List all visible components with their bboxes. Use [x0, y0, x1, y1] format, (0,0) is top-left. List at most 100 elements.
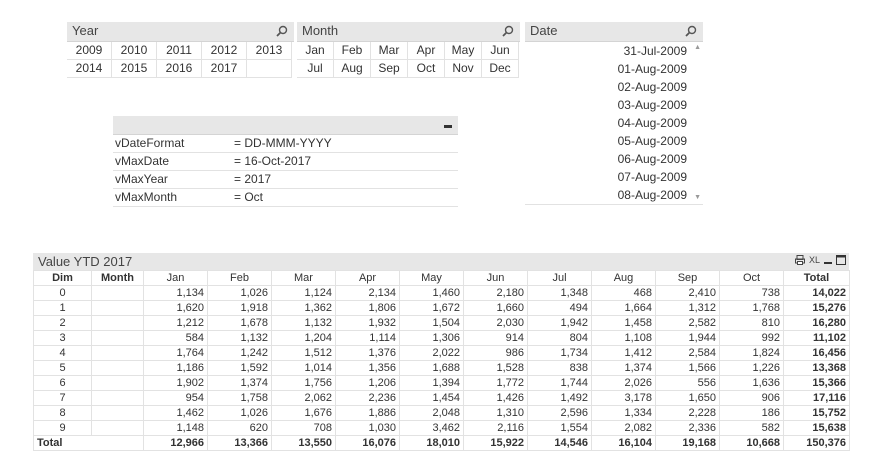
- dim-cell: 1: [33, 300, 92, 316]
- value-cell: 1,462: [143, 405, 208, 421]
- year-item[interactable]: 2014: [67, 60, 112, 78]
- year-item[interactable]: 2015: [112, 60, 157, 78]
- month-item[interactable]: Nov: [445, 60, 482, 78]
- month-item[interactable]: Jun: [482, 42, 519, 60]
- month-item[interactable]: Jan: [297, 42, 334, 60]
- month-column-header[interactable]: Jan: [143, 270, 208, 286]
- month-column-header[interactable]: Oct: [719, 270, 784, 286]
- dim-cell: 7: [33, 390, 92, 406]
- value-cell: 708: [271, 420, 336, 436]
- dim-cell: 9: [33, 420, 92, 436]
- variables-rows: vDateFormat = DD-MMM-YYYY vMaxDate = 16-Oct…: [113, 135, 458, 207]
- year-item[interactable]: 2010: [112, 42, 157, 60]
- year-item[interactable]: 2013: [247, 42, 292, 60]
- variable-row: vDateFormat = DD-MMM-YYYY: [113, 135, 458, 153]
- date-item[interactable]: 03-Aug-2009: [617, 98, 687, 112]
- date-item[interactable]: 04-Aug-2009: [617, 116, 687, 130]
- value-cell: 1,886: [335, 405, 400, 421]
- scroll-up-icon[interactable]: ▲: [694, 44, 701, 51]
- month-item[interactable]: Dec: [482, 60, 519, 78]
- column-total-cell: 13,550: [271, 435, 336, 451]
- date-item[interactable]: 07-Aug-2009: [617, 170, 687, 184]
- value-cell: 1,242: [207, 345, 272, 361]
- value-cell: 992: [719, 330, 784, 346]
- value-cell: 2,022: [399, 345, 464, 361]
- maximize-icon[interactable]: [836, 255, 846, 265]
- month-column-header[interactable]: Feb: [207, 270, 272, 286]
- dim-cell: 8: [33, 405, 92, 421]
- print-icon[interactable]: [794, 255, 805, 265]
- variable-value: = 16-Oct-2017: [234, 154, 312, 168]
- month-column-header[interactable]: May: [399, 270, 464, 286]
- value-cell: 1,758: [207, 390, 272, 406]
- value-cell: 1,932: [335, 315, 400, 331]
- month-column-header[interactable]: Jun: [463, 270, 528, 286]
- value-cell: 1,412: [591, 345, 656, 361]
- value-cell: 1,362: [271, 300, 336, 316]
- date-item[interactable]: 01-Aug-2009: [617, 62, 687, 76]
- month-item[interactable]: Oct: [408, 60, 445, 78]
- value-cell: 1,460: [399, 285, 464, 301]
- value-cell: 1,504: [399, 315, 464, 331]
- month-cell: [91, 300, 144, 316]
- month-item[interactable]: Jul: [297, 60, 334, 78]
- value-cell: 2,336: [655, 420, 720, 436]
- year-item[interactable]: [247, 60, 292, 78]
- month-header[interactable]: Month: [91, 270, 144, 286]
- value-cell: 2,228: [655, 405, 720, 421]
- date-item[interactable]: 02-Aug-2009: [617, 80, 687, 94]
- year-item[interactable]: 2017: [202, 60, 247, 78]
- month-item[interactable]: Aug: [334, 60, 371, 78]
- month-item[interactable]: Sep: [371, 60, 408, 78]
- scroll-down-icon[interactable]: ▼: [694, 194, 701, 201]
- month-item[interactable]: Apr: [408, 42, 445, 60]
- excel-export-icon[interactable]: XL: [808, 255, 820, 265]
- variable-name: vMaxYear: [115, 172, 168, 186]
- value-cell: 1,376: [335, 345, 400, 361]
- total-column-header[interactable]: Total: [783, 270, 850, 286]
- dim-cell: 6: [33, 375, 92, 391]
- year-listbox-header[interactable]: Year: [67, 22, 294, 42]
- value-cell: 838: [527, 360, 592, 376]
- month-column-header[interactable]: Aug: [591, 270, 656, 286]
- minimize-icon[interactable]: [824, 255, 832, 265]
- value-cell: 1,310: [463, 405, 528, 421]
- dim-header[interactable]: Dim: [33, 270, 92, 286]
- month-listbox-header[interactable]: Month: [297, 22, 520, 42]
- date-item[interactable]: 31-Jul-2009: [623, 44, 687, 58]
- pivot-header-row: Dim Month Jan Feb Mar Apr May Jun Jul Aug Sep Oct…: [33, 270, 850, 286]
- month-column-header[interactable]: Sep: [655, 270, 720, 286]
- row-total-cell: 15,752: [783, 405, 850, 421]
- year-item[interactable]: 2012: [202, 42, 247, 60]
- value-cell: 2,030: [463, 315, 528, 331]
- value-cell: 620: [207, 420, 272, 436]
- minimize-icon[interactable]: [444, 125, 452, 128]
- month-item[interactable]: Feb: [334, 42, 371, 60]
- value-cell: 2,180: [463, 285, 528, 301]
- year-item[interactable]: 2016: [157, 60, 202, 78]
- month-column-header[interactable]: Mar: [271, 270, 336, 286]
- month-column-header[interactable]: Apr: [335, 270, 400, 286]
- date-listbox-header[interactable]: Date: [525, 22, 703, 42]
- month-item[interactable]: Mar: [371, 42, 408, 60]
- value-cell: 1,108: [591, 330, 656, 346]
- month-column-header[interactable]: Jul: [527, 270, 592, 286]
- search-icon[interactable]: [685, 25, 697, 37]
- month-item[interactable]: May: [445, 42, 482, 60]
- month-cell: [91, 405, 144, 421]
- search-icon[interactable]: [502, 25, 514, 37]
- date-item[interactable]: 08-Aug-2009: [617, 188, 687, 202]
- search-icon[interactable]: [276, 25, 288, 37]
- value-cell: 954: [143, 390, 208, 406]
- year-item[interactable]: 2009: [67, 42, 112, 60]
- value-cell: 1,226: [719, 360, 784, 376]
- value-cell: 468: [591, 285, 656, 301]
- variable-value: = 2017: [234, 172, 272, 186]
- date-item[interactable]: 05-Aug-2009: [617, 134, 687, 148]
- month-cell: [91, 360, 144, 376]
- year-item[interactable]: 2011: [157, 42, 202, 60]
- year-grid: 2009 2010 2011 2012 2013 2014 2015 2016 2017: [67, 42, 292, 78]
- date-item[interactable]: 06-Aug-2009: [617, 152, 687, 166]
- dim-cell: 0: [33, 285, 92, 301]
- variables-header: [113, 116, 458, 135]
